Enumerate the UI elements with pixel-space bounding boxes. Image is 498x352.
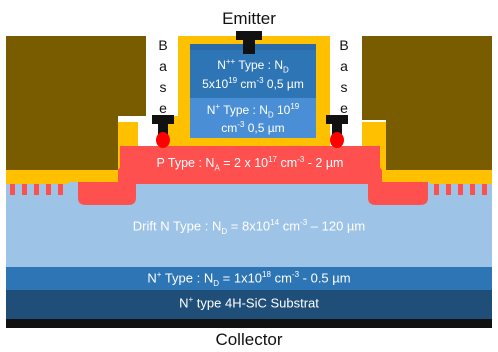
emitter-label: Emitter (222, 9, 276, 28)
emitter-np-label-line1: N+ Type : ND 1019 (206, 102, 300, 120)
base-contact-left-p-plus (156, 132, 170, 148)
p-base-label: P Type : NA = 2 x 1017 cm-3 - 2 µm (156, 155, 344, 173)
emitter-npp-label-line2: 5x1019 cm-3 0,5 µm (202, 76, 304, 91)
emitter-np-label-line2: cm-3 0,5 µm (221, 120, 285, 135)
p-implant-fingers-left (10, 182, 63, 195)
base-metal-left-lower (6, 116, 118, 170)
base-label-gap-left (148, 36, 178, 116)
substrate-layer (6, 289, 492, 319)
emitter-npp-label-line1: N++ Type : ND (217, 57, 289, 75)
base-electrode-left-cap (152, 115, 174, 124)
base-right-letter: e (340, 100, 348, 116)
buffer-layer (6, 266, 492, 290)
emitter-npp-layer (190, 50, 316, 98)
base-electrode-left-stem (158, 122, 168, 136)
base-electrode-right-cap (326, 115, 348, 124)
base-electrode-right-stem (332, 122, 342, 136)
emitter-np-layer (190, 98, 316, 138)
base-left-letter: B (158, 37, 168, 53)
base-metal-right-lower (386, 120, 492, 170)
p-implant-fingers-right (434, 182, 487, 195)
substrate-label: N+ type 4H-SiC Substrat (179, 295, 319, 311)
base-left-letter: s (159, 79, 167, 95)
base-right-letter: a (340, 58, 348, 74)
collector-contact (6, 318, 492, 328)
emitter-electrode-stem (243, 38, 255, 54)
base-right-letter: B (339, 37, 349, 53)
base-contact-right-p-plus (330, 132, 344, 148)
base-metal-left (6, 36, 146, 116)
buffer-label: N+ Type : ND = 1x1018 cm-3 - 0.5 µm (147, 270, 351, 288)
base-metal-right (362, 36, 492, 120)
p-base-fill (120, 146, 380, 182)
drift-label: Drift N Type : ND = 8x1014 cm-3 – 120 µm (132, 218, 366, 236)
base-left-letter: e (159, 100, 167, 116)
collector-label: Collector (215, 330, 283, 349)
base-label-gap-right (330, 36, 360, 116)
emitter-electrode-cap (236, 31, 262, 40)
base-right-letter: s (340, 79, 348, 95)
base-left-letter: a (159, 58, 167, 74)
p-region-right-bump (368, 182, 428, 205)
p-region-left-bump (68, 182, 136, 205)
